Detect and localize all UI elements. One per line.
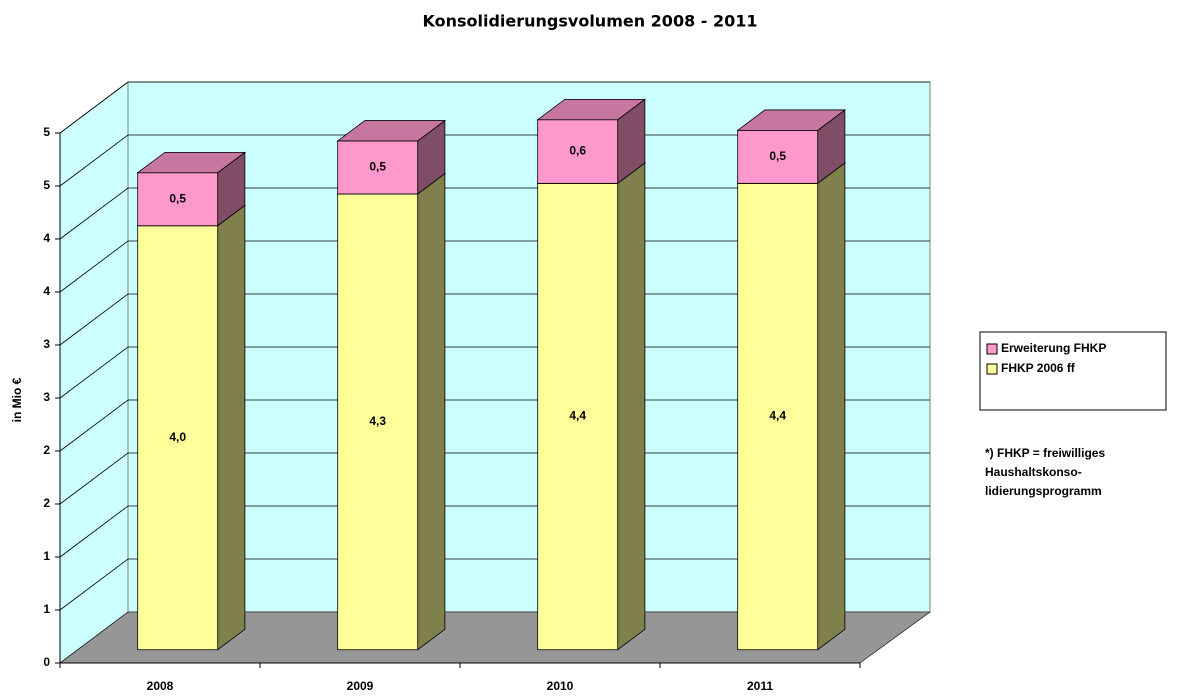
note: lidierungsprogramm bbox=[985, 484, 1102, 498]
y-tick-label: 4 bbox=[43, 284, 50, 298]
grid-line bbox=[59, 134, 930, 187]
y-tick-label: 5 bbox=[43, 178, 50, 192]
x-tick-label: 2010 bbox=[547, 679, 574, 693]
grid-line bbox=[59, 81, 930, 134]
bar bbox=[137, 225, 219, 651]
y-tick-label: 1 bbox=[43, 549, 50, 563]
value-label: 4,4 bbox=[769, 409, 786, 423]
bar bbox=[537, 119, 619, 184]
value-label: 0,5 bbox=[169, 191, 186, 205]
legend-swatch bbox=[986, 343, 998, 355]
bar-top bbox=[336, 120, 447, 142]
grid-line bbox=[59, 505, 930, 558]
value-label: 0,5 bbox=[369, 160, 386, 174]
x-tick-label: 2011 bbox=[747, 679, 773, 693]
legend-label: Erweiterung FHKP bbox=[1001, 341, 1106, 355]
note: *) FHKP = freiwilliges bbox=[985, 446, 1105, 460]
grid-line bbox=[59, 187, 930, 240]
y-axis-label: in Mio € bbox=[10, 377, 24, 422]
y-tick-label: 5 bbox=[43, 125, 50, 139]
value-label: 4,0 bbox=[169, 430, 186, 444]
y-tick-label: 2 bbox=[43, 496, 50, 510]
bar-side bbox=[417, 172, 446, 651]
bar bbox=[337, 193, 419, 651]
value-label: 0,5 bbox=[769, 149, 786, 163]
grid-line bbox=[59, 346, 930, 399]
bar-side bbox=[217, 204, 246, 651]
y-tick-label: 2 bbox=[43, 443, 50, 457]
grid-line bbox=[59, 399, 930, 452]
grid-line bbox=[59, 293, 930, 346]
bar-top bbox=[536, 98, 647, 121]
bar bbox=[737, 129, 819, 184]
chart-title: Konsolidierungsvolumen 2008 - 2011 bbox=[422, 12, 757, 31]
bar-top bbox=[136, 151, 247, 174]
y-tick-label: 0 bbox=[43, 655, 50, 669]
x-tick-label: 2009 bbox=[347, 679, 374, 693]
grid-line bbox=[59, 558, 930, 611]
bar-side bbox=[617, 162, 646, 651]
value-label: 4,4 bbox=[569, 409, 586, 423]
y-tick-label: 3 bbox=[43, 390, 50, 404]
note: Haushaltskonso- bbox=[985, 465, 1082, 479]
y-tick-label: 4 bbox=[43, 231, 50, 245]
legend-label: FHKP 2006 ff bbox=[1001, 361, 1076, 375]
bar bbox=[337, 140, 419, 195]
grid-line bbox=[59, 240, 930, 293]
y-tick-label: 1 bbox=[43, 602, 50, 616]
bar-top bbox=[736, 109, 847, 131]
bar bbox=[137, 172, 219, 227]
x-tick-label: 2008 bbox=[147, 679, 174, 693]
grid-line bbox=[59, 452, 930, 505]
legend-swatch bbox=[986, 363, 998, 375]
value-label: 4,3 bbox=[369, 414, 386, 428]
value-label: 0,6 bbox=[569, 144, 586, 158]
bar-side bbox=[817, 162, 846, 651]
bar bbox=[737, 182, 819, 651]
y-tick-label: 3 bbox=[43, 337, 50, 351]
bar bbox=[537, 182, 619, 651]
legend-box bbox=[979, 331, 1167, 411]
